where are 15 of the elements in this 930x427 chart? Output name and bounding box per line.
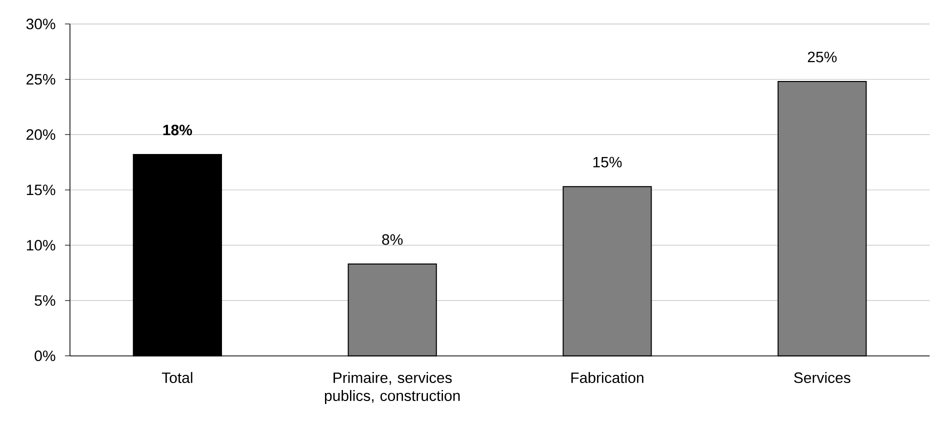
data-label: 18%	[163, 124, 192, 136]
data-label: 25%	[808, 52, 837, 62]
y-tick-label: 10%	[26, 240, 56, 251]
y-tick-label: 5%	[34, 295, 56, 306]
x-tick-label: Services	[794, 372, 850, 384]
y-tick-label: 25%	[26, 74, 56, 85]
data-label: 8%	[382, 234, 403, 245]
y-tick-label: 0%	[34, 350, 56, 362]
x-tick-label: Fabrication	[571, 372, 644, 384]
y-tick-label: 30%	[26, 18, 56, 30]
x-tick-label: Total	[162, 372, 192, 384]
data-label: 15%	[593, 156, 622, 168]
y-tick-label: 20%	[26, 129, 56, 140]
y-tick-label: 15%	[26, 184, 56, 196]
x-tick-label: Primaire, services publics, construction	[324, 372, 460, 404]
